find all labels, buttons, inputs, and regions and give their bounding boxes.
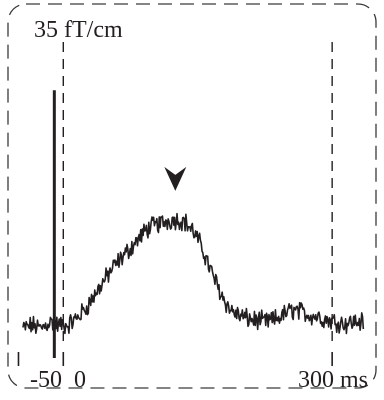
dashed-frame xyxy=(7,3,377,389)
tick-label-0: 0 xyxy=(74,367,86,393)
waveform-series xyxy=(22,212,365,335)
tick-label-300-ms: 300 ms xyxy=(298,367,368,393)
x-axis-ticks xyxy=(17,352,333,366)
time-markers xyxy=(62,42,333,344)
peak-arrowhead-icon xyxy=(164,166,187,191)
tick-label-minus-50: -50 xyxy=(30,367,62,393)
scale-bar-label: 35 fT/cm xyxy=(34,17,123,43)
